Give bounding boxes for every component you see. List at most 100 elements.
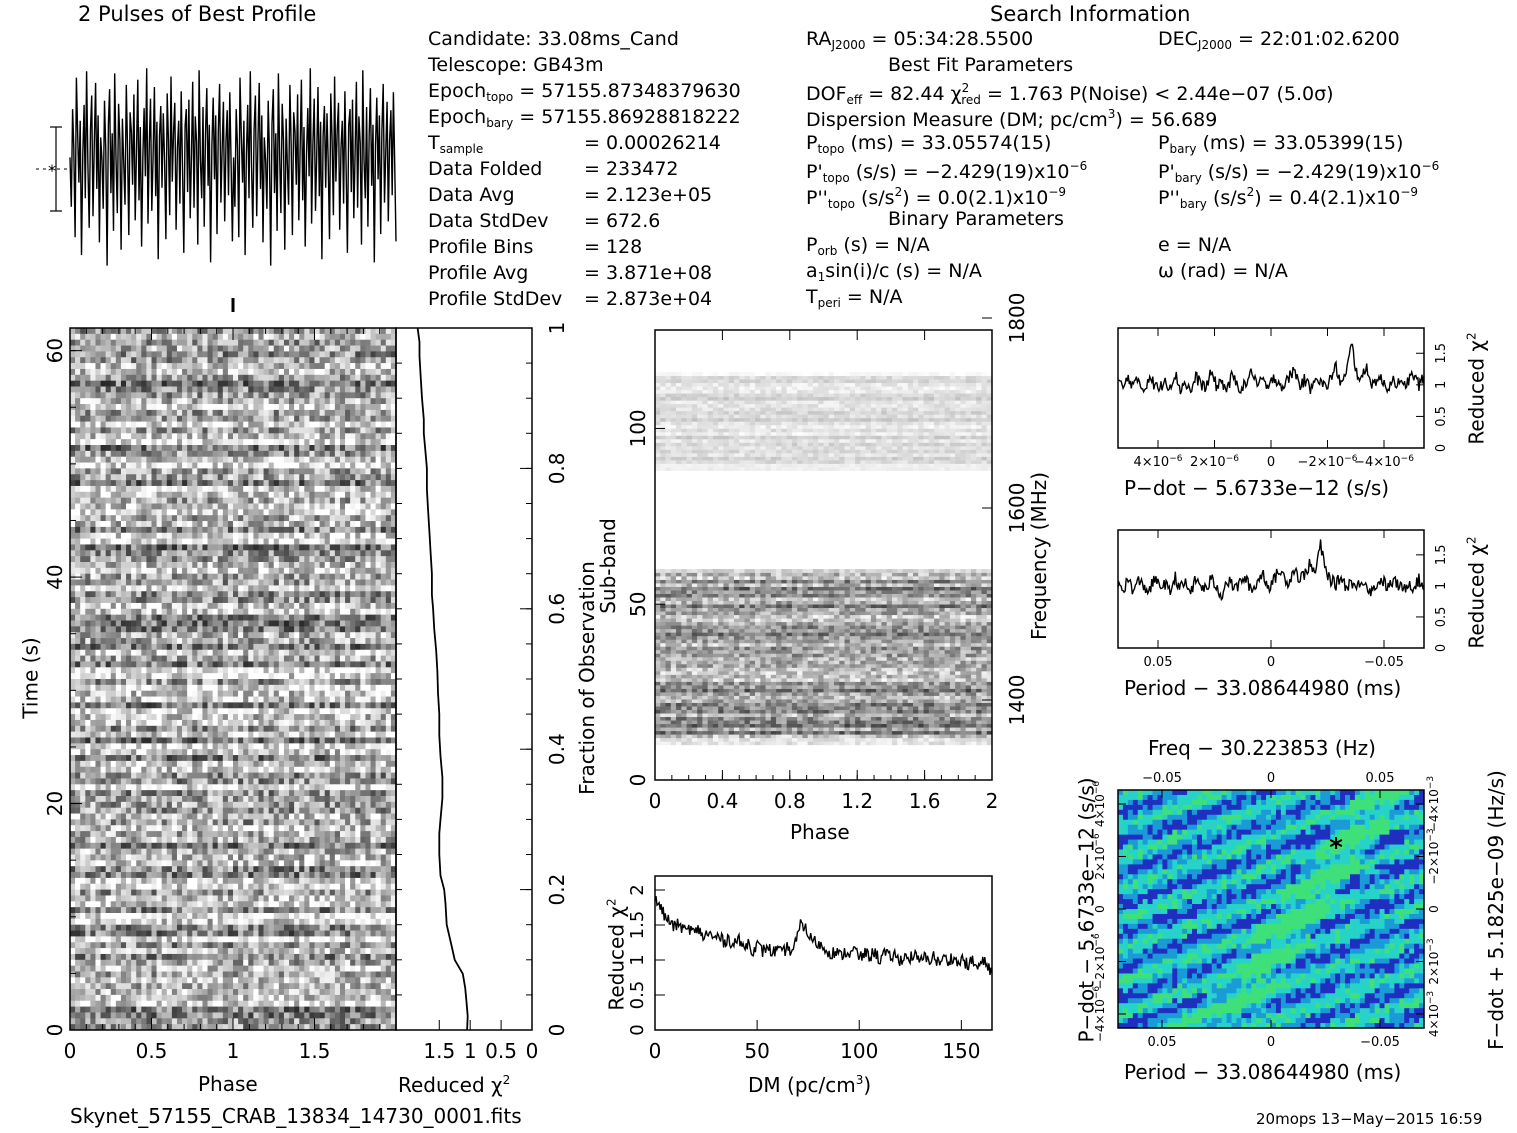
heat-cell bbox=[85, 778, 90, 784]
heat-cell bbox=[360, 697, 365, 703]
heat-cell bbox=[258, 738, 263, 744]
heat-cell bbox=[386, 714, 391, 720]
heat-cell bbox=[325, 392, 330, 398]
heat-cell bbox=[202, 463, 207, 469]
heat-cell bbox=[274, 702, 279, 708]
heat-cell bbox=[157, 451, 162, 457]
heat-cell bbox=[315, 404, 320, 410]
heat-cell bbox=[350, 562, 355, 568]
heat-cell bbox=[101, 334, 106, 340]
heat-cell bbox=[95, 702, 100, 708]
heat-cell bbox=[202, 544, 207, 550]
heat-cell bbox=[284, 761, 289, 767]
heat-cell bbox=[284, 661, 289, 667]
heat-cell bbox=[279, 527, 284, 533]
heat-cell bbox=[248, 416, 253, 422]
heat-cell bbox=[111, 708, 116, 714]
heat-cell bbox=[141, 650, 146, 656]
heat-cell bbox=[85, 439, 90, 445]
heat-cell bbox=[340, 498, 345, 504]
heat-cell bbox=[299, 369, 304, 375]
heat-cell bbox=[157, 457, 162, 463]
heat-cell bbox=[80, 521, 85, 527]
heat-cell bbox=[116, 720, 121, 726]
heat-cell bbox=[90, 474, 95, 480]
heat-cell bbox=[365, 498, 370, 504]
heat-cell bbox=[111, 375, 116, 381]
heat-cell bbox=[121, 778, 126, 784]
heat-cell bbox=[330, 539, 335, 545]
heat-cell bbox=[187, 492, 192, 498]
heat-cell bbox=[386, 328, 391, 334]
heat-cell bbox=[304, 410, 309, 416]
heat-cell bbox=[309, 387, 314, 393]
heat-cell bbox=[284, 650, 289, 656]
heat-cell bbox=[304, 468, 309, 474]
heat-cell bbox=[187, 398, 192, 404]
heat-cell bbox=[386, 498, 391, 504]
heat-cell bbox=[218, 691, 223, 697]
heat-cell bbox=[345, 767, 350, 773]
heat-cell bbox=[162, 562, 167, 568]
heat-cell bbox=[202, 591, 207, 597]
heat-cell bbox=[126, 603, 131, 609]
heat-cell bbox=[315, 427, 320, 433]
heat-cell bbox=[182, 375, 187, 381]
heat-cell bbox=[90, 433, 95, 439]
heat-cell bbox=[335, 346, 340, 352]
heat-cell bbox=[177, 521, 182, 527]
heat-cell bbox=[309, 591, 314, 597]
heat-cell bbox=[253, 404, 258, 410]
heat-cell bbox=[284, 615, 289, 621]
heat-cell bbox=[269, 685, 274, 691]
heat-cell bbox=[335, 427, 340, 433]
heat-cell bbox=[360, 574, 365, 580]
heat-cell bbox=[386, 474, 391, 480]
heat-cell bbox=[228, 580, 233, 586]
heat-cell bbox=[208, 539, 213, 545]
heat-cell bbox=[376, 755, 381, 761]
heat-cell bbox=[141, 521, 146, 527]
heat-cell bbox=[146, 509, 151, 515]
heat-cell bbox=[320, 451, 325, 457]
heat-cell bbox=[172, 328, 177, 334]
heat-cell bbox=[345, 445, 350, 451]
heat-cell bbox=[85, 433, 90, 439]
heat-cell bbox=[376, 369, 381, 375]
heat-cell bbox=[177, 486, 182, 492]
heat-cell bbox=[335, 673, 340, 679]
heat-cell bbox=[350, 685, 355, 691]
heat-cell bbox=[279, 439, 284, 445]
heat-cell bbox=[223, 451, 228, 457]
heat-cell bbox=[330, 504, 335, 510]
heat-cell bbox=[70, 603, 75, 609]
heat-cell bbox=[111, 468, 116, 474]
heat-cell bbox=[131, 527, 136, 533]
heat-cell bbox=[365, 521, 370, 527]
heat-cell bbox=[360, 615, 365, 621]
heat-cell bbox=[284, 427, 289, 433]
heat-cell bbox=[136, 527, 141, 533]
heat-cell bbox=[330, 691, 335, 697]
heat-cell bbox=[152, 422, 157, 428]
heat-cell bbox=[258, 457, 263, 463]
heat-cell bbox=[172, 679, 177, 685]
heat-cell bbox=[182, 743, 187, 749]
heat-cell bbox=[121, 492, 126, 498]
heat-cell bbox=[167, 778, 172, 784]
heat-cell bbox=[371, 720, 376, 726]
heat-cell bbox=[80, 562, 85, 568]
heat-cell bbox=[218, 357, 223, 363]
heat-cell bbox=[253, 597, 258, 603]
heat-cell bbox=[90, 738, 95, 744]
heat-cell bbox=[284, 544, 289, 550]
heat-cell bbox=[136, 778, 141, 784]
heat-cell bbox=[85, 556, 90, 562]
heat-cell bbox=[320, 480, 325, 486]
heat-cell bbox=[365, 778, 370, 784]
heat-cell bbox=[202, 685, 207, 691]
heat-cell bbox=[299, 404, 304, 410]
heat-cell bbox=[381, 714, 386, 720]
heat-cell bbox=[106, 422, 111, 428]
heat-cell bbox=[233, 621, 238, 627]
